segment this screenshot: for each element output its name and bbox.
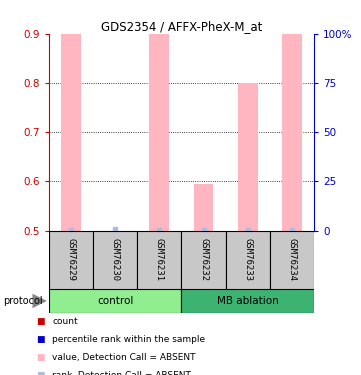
Text: ■: ■	[36, 371, 45, 375]
Bar	[282, 34, 302, 231]
Title: GDS2354 / AFFX-PheX-M_at: GDS2354 / AFFX-PheX-M_at	[101, 20, 262, 33]
Bar	[137, 231, 182, 289]
Text: ■: ■	[36, 353, 45, 362]
Bar	[149, 34, 169, 231]
Text: value, Detection Call = ABSENT: value, Detection Call = ABSENT	[52, 353, 196, 362]
Text: GSM76229: GSM76229	[66, 238, 75, 281]
Text: ■: ■	[36, 335, 45, 344]
Text: percentile rank within the sample: percentile rank within the sample	[52, 335, 205, 344]
Text: GSM76232: GSM76232	[199, 238, 208, 281]
Bar	[61, 34, 81, 231]
Polygon shape	[32, 294, 47, 308]
Text: count: count	[52, 317, 78, 326]
Bar	[181, 231, 226, 289]
Text: GSM76231: GSM76231	[155, 238, 164, 281]
Bar	[93, 231, 137, 289]
Text: GSM76234: GSM76234	[287, 238, 296, 281]
Text: GSM76230: GSM76230	[110, 238, 119, 281]
Bar	[270, 231, 314, 289]
Text: GSM76233: GSM76233	[243, 238, 252, 281]
Bar	[181, 289, 314, 313]
Bar	[49, 289, 181, 313]
Text: rank, Detection Call = ABSENT: rank, Detection Call = ABSENT	[52, 371, 191, 375]
Text: protocol: protocol	[4, 296, 43, 306]
Bar	[238, 83, 258, 231]
Bar	[226, 231, 270, 289]
Bar	[49, 231, 93, 289]
Text: MB ablation: MB ablation	[217, 296, 279, 306]
Text: ■: ■	[36, 317, 45, 326]
Bar	[193, 184, 213, 231]
Text: control: control	[97, 296, 133, 306]
